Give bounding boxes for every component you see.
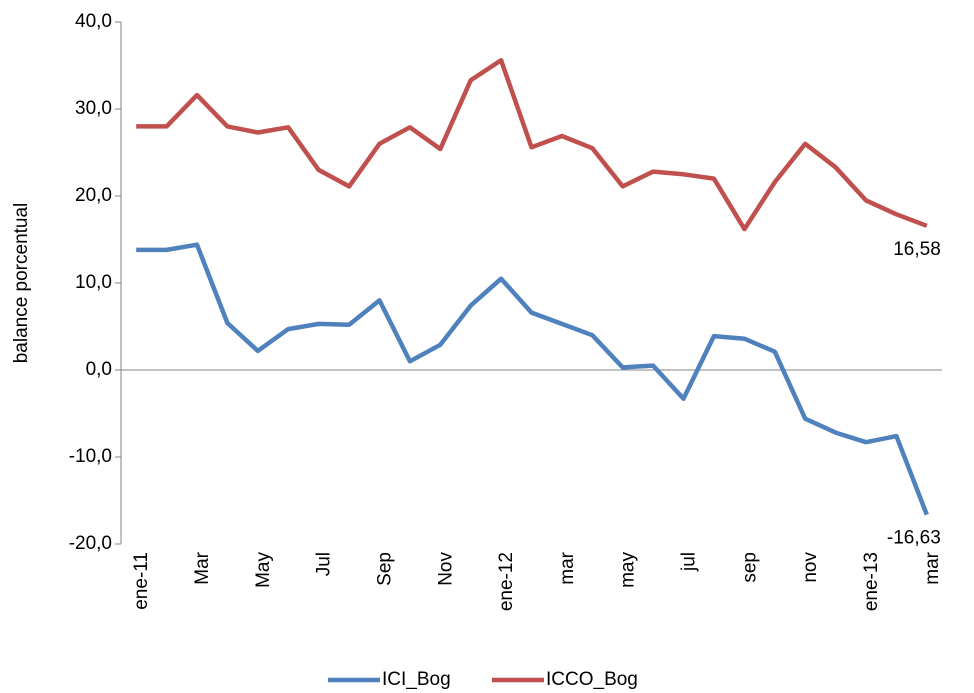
x-tick-label: may xyxy=(618,552,639,588)
x-tick-label: jul xyxy=(679,552,700,572)
y-tick-label: -10,0 xyxy=(69,446,112,467)
line-series xyxy=(136,242,929,516)
legend-label: ICCO_Bog xyxy=(546,669,638,690)
y-tick-label: 30,0 xyxy=(75,98,112,119)
x-tick-label: sep xyxy=(739,552,760,583)
x-tick-label: Nov xyxy=(435,552,456,586)
line-series xyxy=(136,58,928,232)
x-tick-label: mar xyxy=(557,551,578,584)
data-label: 16,58 xyxy=(893,239,941,260)
legend-label: ICI_Bog xyxy=(382,669,451,690)
x-tick-label: Mar xyxy=(192,551,213,584)
x-tick-label: mar xyxy=(922,551,943,584)
y-tick-label: 10,0 xyxy=(75,272,112,293)
y-tick-label: 40,0 xyxy=(75,11,112,32)
x-tick-label: nov xyxy=(800,552,821,583)
x-tick-label: Sep xyxy=(374,552,395,586)
x-tick-label: ene-13 xyxy=(861,552,882,611)
x-tick-label: ene-11 xyxy=(131,552,152,610)
x-tick-label: ene-12 xyxy=(496,552,517,611)
y-tick-label: 20,0 xyxy=(75,185,112,206)
data-label: -16,63 xyxy=(887,528,941,549)
y-tick-label: 0,0 xyxy=(86,359,112,380)
y-axis-title: balance porcentual xyxy=(11,203,32,364)
y-tick-label: -20,0 xyxy=(69,533,112,554)
x-tick-label: Jul xyxy=(314,552,335,576)
x-tick-label: May xyxy=(253,552,274,588)
